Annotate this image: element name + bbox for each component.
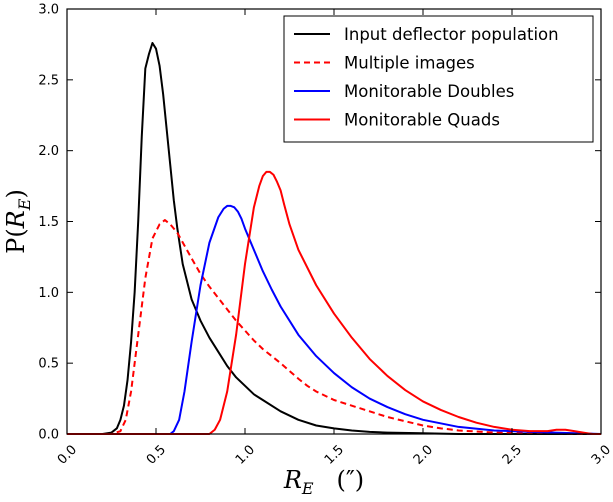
legend-label-3: Monitorable Quads	[344, 111, 500, 130]
series-line-3	[67, 170, 601, 435]
x-tick-label: 1.5	[322, 442, 347, 467]
y-tick-label: 0.5	[38, 357, 59, 372]
x-tick-label: 3.0	[589, 442, 613, 467]
x-tick-label: 1.0	[233, 442, 258, 467]
y-tick-label: 3.0	[38, 3, 59, 18]
y-tick-label: 1.0	[38, 286, 59, 301]
x-tick-label: 2.0	[411, 442, 436, 467]
y-tick-label: 0.0	[38, 428, 59, 443]
legend-label-0: Input deflector population	[344, 25, 559, 44]
x-tick-label: 0.0	[55, 442, 80, 467]
y-tick-label: 1.5	[38, 215, 59, 230]
series-line-1	[67, 219, 602, 435]
series-line-0	[67, 42, 601, 435]
series-layer	[67, 42, 602, 435]
axis-labels: RE (″) P(RE)	[2, 189, 364, 498]
y-axis-label: P(RE)	[2, 189, 34, 254]
legend: Input deflector population Multiple image…	[283, 15, 594, 143]
x-tick-label: 0.5	[144, 442, 169, 467]
legend-label-1: Multiple images	[344, 54, 475, 73]
y-tick-label: 2.0	[38, 144, 59, 159]
legend-box	[283, 15, 594, 143]
x-tick-label: 2.5	[500, 442, 525, 467]
y-tick-label: 2.5	[38, 73, 59, 88]
x-axis-label: RE (″)	[283, 466, 364, 498]
legend-label-2: Monitorable Doubles	[344, 82, 514, 101]
